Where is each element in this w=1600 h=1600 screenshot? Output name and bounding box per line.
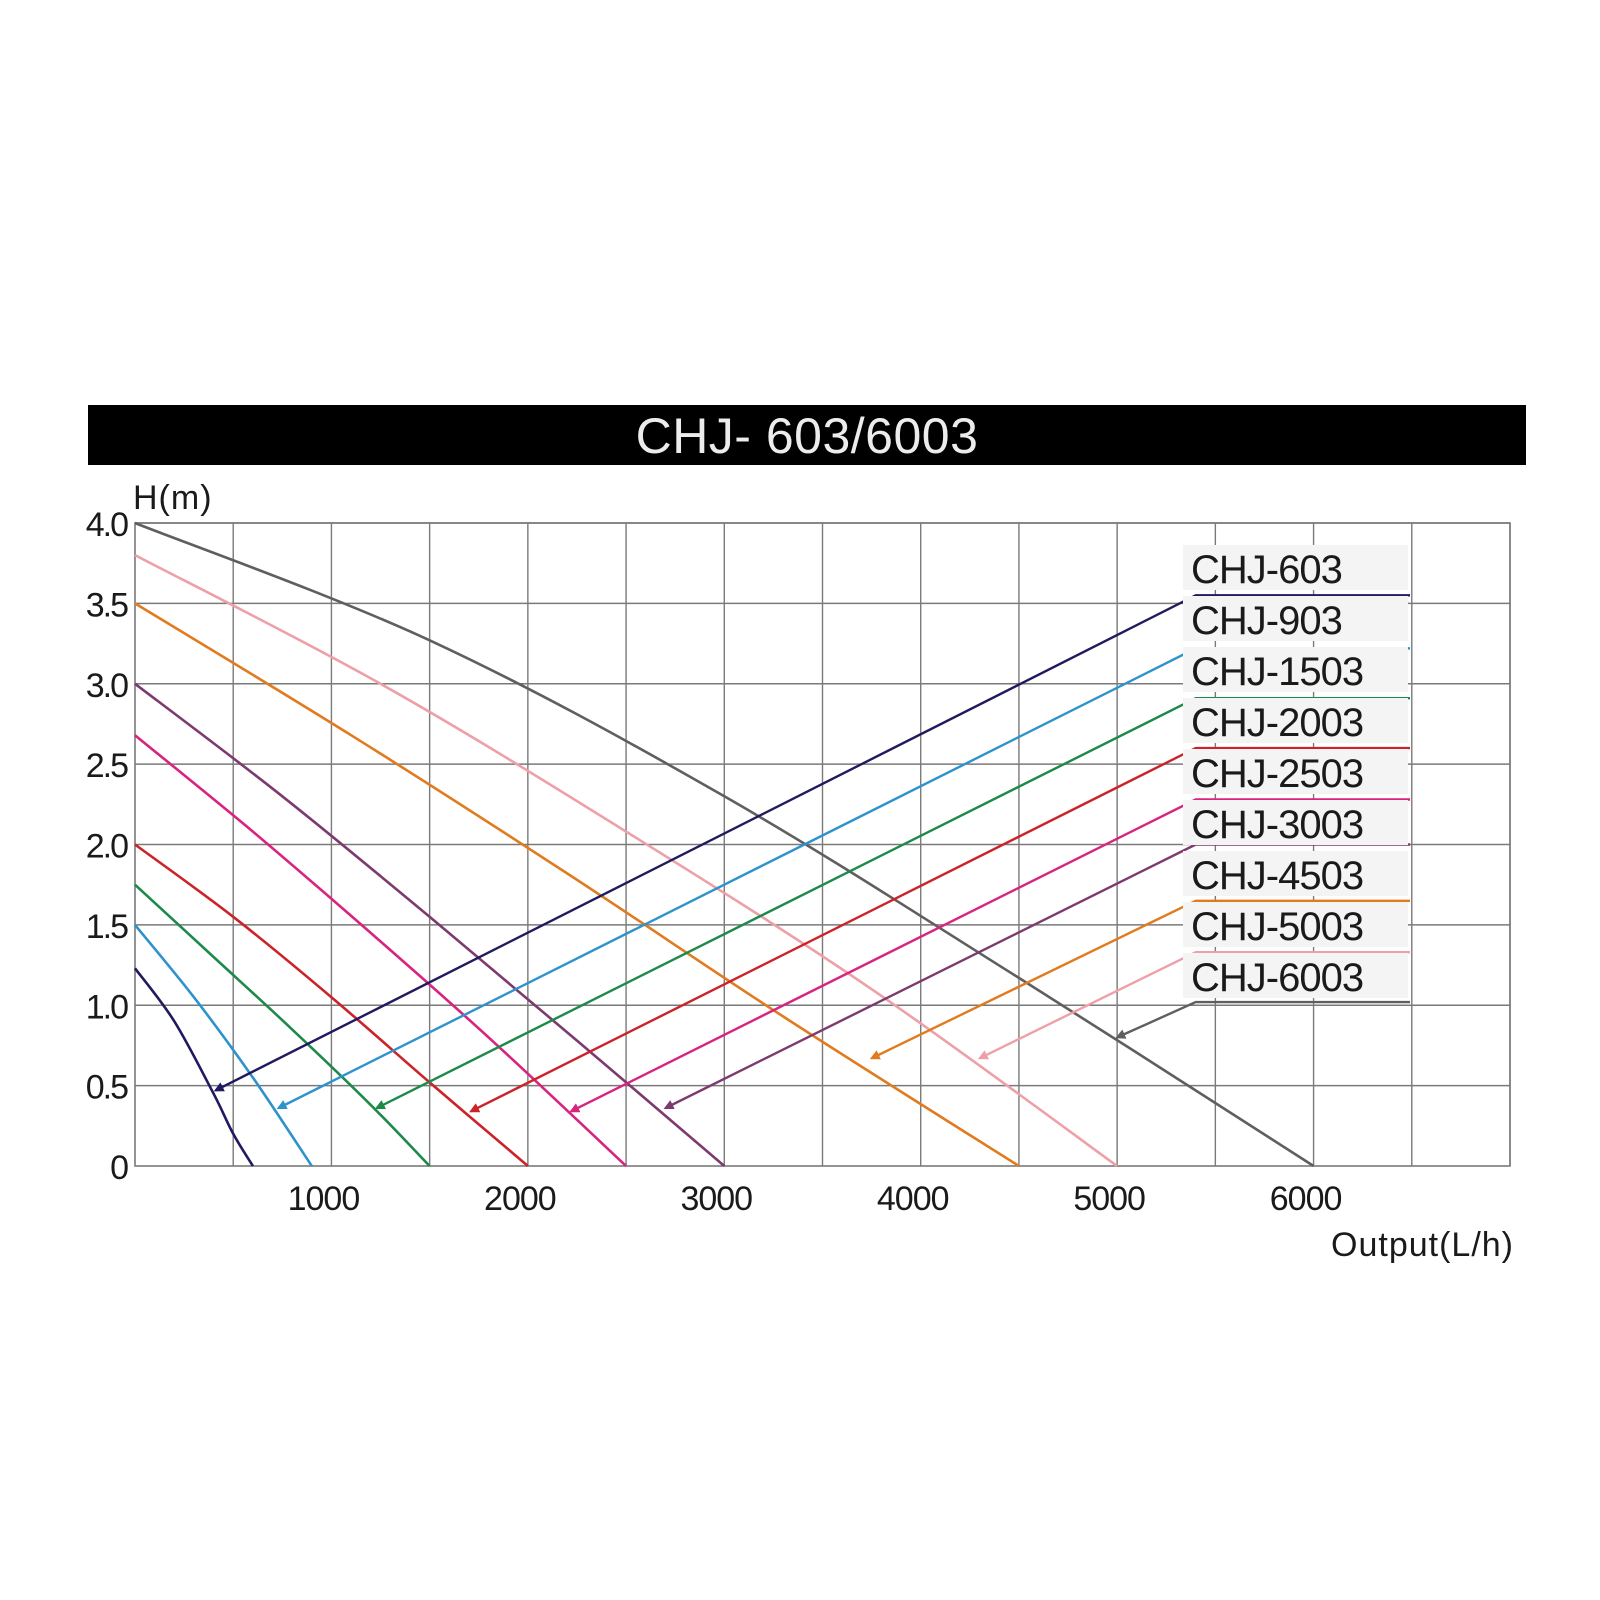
axis-labels: 0 0.5 1.0 1.5 2.0 2.5 3.0 3.5 4.0 1000 2000 3000 400… xyxy=(86,479,1514,1264)
curve-chj-903 xyxy=(133,924,313,1167)
y-tick-label: 0 xyxy=(110,1149,128,1187)
legend-bg-chj-4503 xyxy=(1183,851,1408,896)
legend-label-chj-3003: CHJ-3003 xyxy=(1191,803,1363,847)
leader-chj-2503 xyxy=(569,798,1410,1113)
curve-chj-603 xyxy=(133,967,255,1167)
y-axis-label: H(m) xyxy=(133,479,213,517)
x-tick-label: 5000 xyxy=(1073,1180,1145,1218)
legend-bg-chj-1503 xyxy=(1183,647,1408,692)
legend-label-chj-5003: CHJ-5003 xyxy=(1191,905,1363,949)
x-tick-label: 1000 xyxy=(288,1180,360,1218)
legend-bg-chj-5003 xyxy=(1183,902,1408,947)
legend-bg-chj-2503 xyxy=(1183,749,1408,794)
chart-title: CHJ- 603/6003 xyxy=(635,408,979,464)
legend-bg-chj-903 xyxy=(1183,596,1408,641)
legend-label-chj-2503: CHJ-2503 xyxy=(1191,752,1363,796)
leader-chj-603 xyxy=(213,594,1410,1092)
legend: CHJ-603 CHJ-903 CHJ-1503 CHJ-2003 CHJ-2503 CH… xyxy=(1183,545,1408,1000)
curve-chj-2503 xyxy=(134,734,627,1167)
leader-chj-5003 xyxy=(977,951,1410,1060)
legend-label-chj-903: CHJ-903 xyxy=(1191,599,1342,643)
legend-label-chj-1503: CHJ-1503 xyxy=(1191,650,1363,694)
y-tick-label: 2.0 xyxy=(86,828,128,866)
x-tick-label: 4000 xyxy=(877,1180,949,1218)
x-tick-label: 6000 xyxy=(1270,1180,1342,1218)
y-tick-label: 4.0 xyxy=(86,506,128,544)
legend-bg-chj-2003 xyxy=(1183,698,1408,743)
legend-label-chj-603: CHJ-603 xyxy=(1191,548,1342,592)
legend-label-chj-2003: CHJ-2003 xyxy=(1191,701,1363,745)
leader-chj-6003 xyxy=(1115,1000,1410,1039)
leader-chj-2003 xyxy=(469,746,1410,1113)
y-tick-label: 2.5 xyxy=(86,747,128,785)
curves xyxy=(133,521,1315,1168)
legend-label-chj-6003: CHJ-6003 xyxy=(1191,956,1363,1000)
curve-chj-6003 xyxy=(134,521,1315,1168)
y-tick-label: 3.5 xyxy=(86,586,128,624)
y-tick-label: 0.5 xyxy=(86,1069,128,1107)
legend-label-chj-4503: CHJ-4503 xyxy=(1191,854,1363,898)
x-tick-label: 2000 xyxy=(484,1180,556,1218)
x-tick-label: 3000 xyxy=(680,1180,752,1218)
curve-chj-1503 xyxy=(134,883,431,1167)
chart-title-bar: CHJ- 603/6003 xyxy=(88,405,1526,465)
legend-bg-chj-3003 xyxy=(1183,800,1408,845)
y-tick-label: 1.0 xyxy=(86,988,128,1026)
leader-chj-4503 xyxy=(869,899,1410,1060)
curve-chj-2003 xyxy=(134,843,529,1167)
legend-bg-chj-603 xyxy=(1183,545,1408,590)
curve-chj-4503 xyxy=(134,602,1020,1168)
curve-chj-5003 xyxy=(134,553,1118,1168)
y-tick-label: 1.5 xyxy=(86,908,128,946)
y-tick-label: 3.0 xyxy=(86,667,128,705)
legend-bg-chj-6003 xyxy=(1183,953,1408,998)
x-axis-label: Output(L/h) xyxy=(1331,1226,1514,1264)
